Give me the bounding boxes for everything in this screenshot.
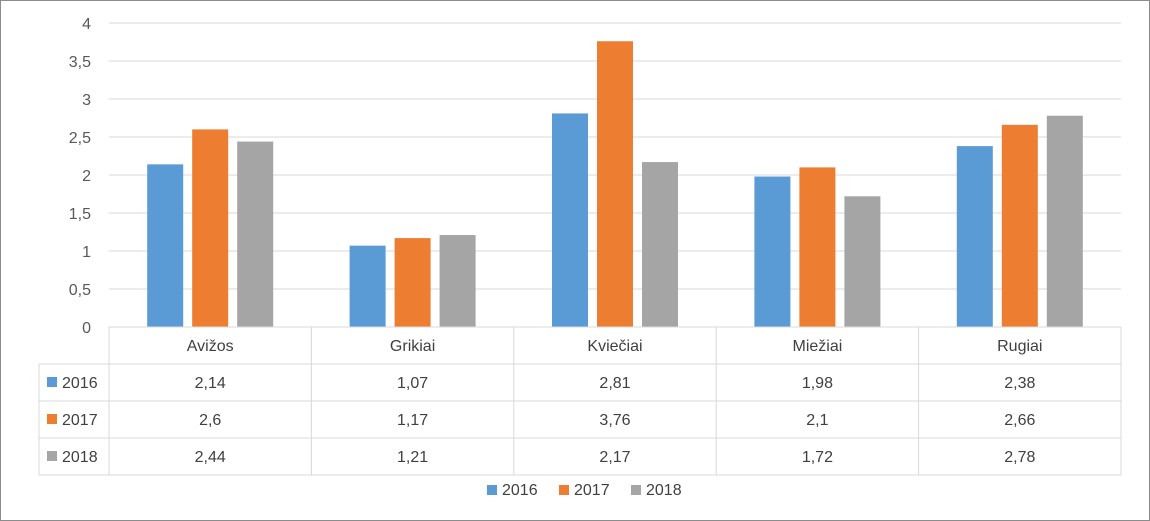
- data-label: 1,07: [397, 375, 428, 392]
- y-tick-label: 0,5: [69, 282, 91, 299]
- table-legend-key: [47, 414, 57, 424]
- y-tick-label: 0: [82, 320, 91, 337]
- data-label: 2,38: [1004, 375, 1035, 392]
- bar-2017: [597, 41, 633, 328]
- y-tick-label: 2: [82, 168, 91, 185]
- data-label: 2,78: [1004, 449, 1035, 466]
- legend-label: 2016: [502, 482, 538, 499]
- y-tick-label: 3,5: [69, 54, 91, 71]
- data-label: 2,1: [806, 412, 828, 429]
- legend-key-2018: [631, 485, 641, 495]
- table-series-name: 2018: [62, 449, 98, 466]
- table-series-name: 2016: [62, 375, 98, 392]
- table-series-name: 2017: [62, 412, 98, 429]
- bar-2018: [844, 196, 881, 327]
- y-tick-label: 3: [82, 92, 91, 109]
- data-label: 1,21: [397, 449, 428, 466]
- bar-2018: [237, 141, 274, 327]
- bar-2016: [552, 113, 588, 327]
- data-label: 2,6: [199, 412, 221, 429]
- data-label: 1,72: [802, 449, 833, 466]
- legend-label: 2018: [646, 482, 682, 499]
- data-label: 2,66: [1004, 412, 1035, 429]
- y-tick-label: 2,5: [69, 130, 91, 147]
- legend-key-2017: [559, 485, 569, 495]
- bar-2016: [147, 164, 184, 327]
- table-legend-key: [47, 377, 57, 387]
- legend-label: 2017: [574, 482, 610, 499]
- data-label: 2,17: [599, 449, 630, 466]
- category-label: Grikiai: [390, 338, 435, 355]
- table-legend-key: [47, 451, 57, 461]
- data-label: 1,98: [802, 375, 833, 392]
- category-label: Rugiai: [997, 338, 1042, 355]
- legend-key-2016: [487, 485, 497, 495]
- data-label: 2,14: [195, 375, 226, 392]
- bar-2016: [754, 176, 791, 327]
- bar-2018: [1046, 115, 1083, 327]
- data-label: 1,17: [397, 412, 428, 429]
- data-label: 2,81: [599, 375, 630, 392]
- y-tick-label: 1: [82, 244, 91, 261]
- bar-2018: [439, 235, 476, 327]
- bar-2017: [192, 129, 229, 327]
- data-label: 2,44: [195, 449, 226, 466]
- y-tick-label: 1,5: [69, 206, 91, 223]
- y-tick-label: 4: [82, 16, 91, 33]
- category-label: Kviečiai: [587, 338, 642, 355]
- bar-2018: [642, 162, 678, 327]
- bar-2017: [394, 238, 431, 327]
- bar-2016: [349, 245, 386, 327]
- data-label: 3,76: [599, 412, 630, 429]
- category-label: Miežiai: [793, 338, 843, 355]
- category-label: Avižos: [187, 338, 234, 355]
- bar-2017: [1001, 124, 1038, 327]
- bar-2017: [799, 167, 836, 327]
- bar-2016: [956, 146, 993, 327]
